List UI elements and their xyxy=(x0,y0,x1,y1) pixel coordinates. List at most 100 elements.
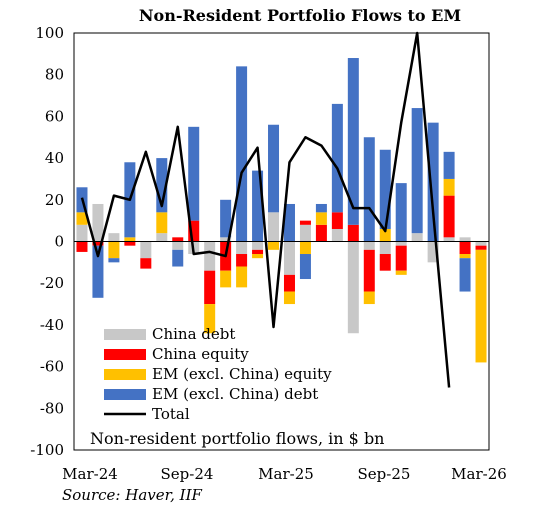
y-tick-label: 100 xyxy=(35,24,64,42)
bar-segment xyxy=(363,249,375,292)
bar-segment xyxy=(315,212,327,225)
x-axis: Mar-24 Sep-24 Mar-25 Sep-25 Mar-26 xyxy=(62,465,507,483)
bar-segment xyxy=(299,220,311,225)
bar-segment xyxy=(108,233,120,242)
y-tick-label: -20 xyxy=(40,274,64,292)
bar-segment xyxy=(347,241,359,334)
bar-segment xyxy=(76,224,88,242)
bar-segment xyxy=(108,258,120,263)
y-tick-label: 60 xyxy=(45,107,64,125)
bar-segment xyxy=(379,241,391,255)
bar-segment xyxy=(411,233,423,242)
bar-segment xyxy=(395,245,407,271)
bar-segment xyxy=(459,241,471,255)
bar-segment xyxy=(347,58,359,225)
bar-segment xyxy=(315,203,327,213)
bar-segment xyxy=(459,258,471,292)
legend-swatch xyxy=(104,369,146,380)
bar-segment xyxy=(92,203,104,242)
x-tick-label: Mar-24 xyxy=(62,465,118,483)
bar-segment xyxy=(283,203,295,242)
bar-segment xyxy=(156,212,168,234)
bar-segment xyxy=(283,274,295,292)
bar-segment xyxy=(220,237,232,242)
bar-segment xyxy=(76,241,88,252)
bar-segment xyxy=(252,254,264,259)
legend: China debt China equity EM (excl. China) e… xyxy=(104,325,332,423)
bar-segment xyxy=(331,228,343,242)
y-tick-label: -100 xyxy=(30,441,64,459)
legend-label: Total xyxy=(152,405,190,423)
bar-segment xyxy=(220,199,232,238)
bar-segment xyxy=(379,149,391,229)
bar-segment xyxy=(315,224,327,242)
x-tick-label: Sep-25 xyxy=(358,465,411,483)
bar-segment xyxy=(427,241,439,263)
bar-segment xyxy=(299,254,311,280)
bar-segment xyxy=(220,270,232,288)
bar-segment xyxy=(379,228,391,242)
bar-segment xyxy=(188,126,200,221)
y-tick-label: 40 xyxy=(45,149,64,167)
total-line xyxy=(80,31,451,388)
bar-segment xyxy=(299,241,311,255)
source-note: Source: Haver, IIF xyxy=(62,486,203,504)
bar-segment xyxy=(459,237,471,242)
chart-title: Non-Resident Portfolio Flows to EM xyxy=(139,6,461,25)
bar-segment xyxy=(140,241,152,259)
bar-segment xyxy=(204,241,216,271)
bar-segment xyxy=(283,291,295,305)
bar-segment xyxy=(124,237,136,242)
bar-segment xyxy=(92,245,104,298)
bar-segment xyxy=(236,254,248,267)
bar-segment xyxy=(395,270,407,275)
bar-segment xyxy=(124,241,136,246)
bar-segment xyxy=(427,122,439,242)
bar-segment xyxy=(331,212,343,229)
y-tick-label: -80 xyxy=(40,399,64,417)
bar-segment xyxy=(299,224,311,242)
bar-segment xyxy=(379,254,391,271)
x-tick-label: Mar-26 xyxy=(451,465,507,483)
y-tick-label: 20 xyxy=(45,191,64,209)
bar-segment xyxy=(236,266,248,288)
bar-segment xyxy=(363,241,375,250)
legend-label: China equity xyxy=(152,345,249,363)
bar-segment xyxy=(475,245,487,250)
x-tick-label: Sep-24 xyxy=(161,465,214,483)
legend-swatch xyxy=(104,329,146,340)
bar-segment xyxy=(204,304,216,334)
bar-segment xyxy=(459,254,471,259)
bar-segment xyxy=(108,241,120,259)
bar-segment xyxy=(363,291,375,305)
bar-segment xyxy=(283,241,295,275)
bar-segment xyxy=(475,249,487,363)
bar-segment xyxy=(172,237,184,242)
bar-segment xyxy=(363,137,375,242)
y-tick-label: -60 xyxy=(40,358,64,376)
bar-segment xyxy=(172,249,184,267)
y-axis: 100 80 60 40 20 0 -20 -40 -60 -80 -100 xyxy=(30,24,64,459)
bar-segment xyxy=(252,249,264,255)
bar-segment xyxy=(443,178,455,196)
y-tick-label: -40 xyxy=(40,316,64,334)
legend-swatch xyxy=(104,349,146,360)
legend-swatch xyxy=(104,389,146,400)
bar-segment xyxy=(443,237,455,242)
bar-segment xyxy=(443,195,455,238)
bar-segment xyxy=(443,151,455,179)
bar-segment xyxy=(76,212,88,225)
bar-segment xyxy=(236,241,248,255)
bar-segment xyxy=(236,66,248,242)
bar-segment xyxy=(268,241,280,250)
bar-segment xyxy=(172,241,184,250)
legend-label: EM (excl. China) debt xyxy=(152,385,318,403)
bar-segment xyxy=(252,241,264,250)
x-tick-label: Mar-25 xyxy=(258,465,314,483)
bar-segment xyxy=(395,241,407,246)
bar-segment xyxy=(331,103,343,213)
bar-segment xyxy=(475,241,487,246)
bars xyxy=(76,58,487,363)
